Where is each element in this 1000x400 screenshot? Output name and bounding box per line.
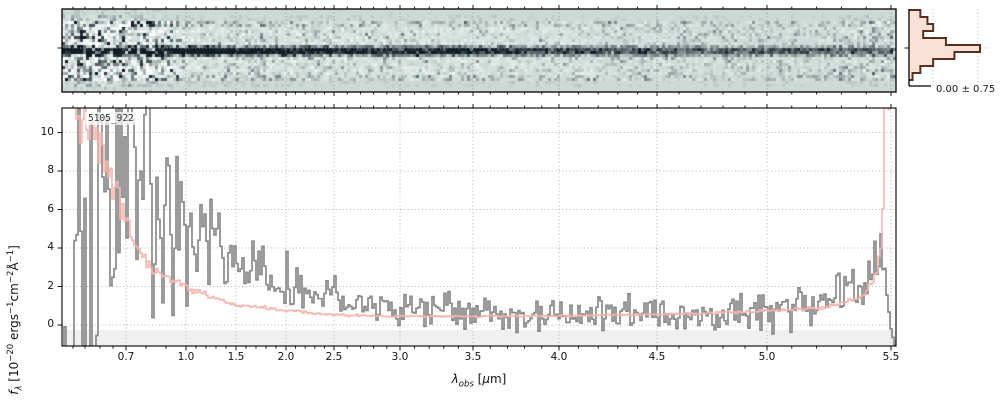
x-tick-label: 2.0 [277,351,295,363]
y-tick-label: 10 [40,125,54,138]
axis-label-part: λ [14,385,25,391]
axis-label-part: −1 [6,249,16,263]
y-tick-label: 0 [47,318,54,330]
axis-label-part: m] [489,372,507,386]
axis-label-part: f [7,390,21,395]
x-tick-label: 0.7 [117,351,135,363]
axis-label-part: cm [7,283,21,302]
x-axis-label: λobs [μm] [452,372,507,389]
source-id-annotation: 5105_922 [85,112,137,125]
x-tick-label: 4.0 [550,351,568,363]
x-tick-label: 2.5 [325,351,343,363]
axis-label-part: −20 [6,343,16,362]
axis-label-part: λ [451,372,459,386]
axis-label-part: Å [7,262,21,271]
axis-label-part: ] [7,245,21,250]
x-tick-label: 1.0 [177,351,195,363]
x-tick-label: 4.5 [648,351,666,363]
axis-label-part: [ [473,372,483,386]
x-tick-label: 5.0 [758,351,776,363]
y-axis-label: fλ [10−20 ergs−1cm−2Å−1] [6,245,24,395]
axis-label-part: [10 [7,361,21,386]
y-tick-label: 4 [47,241,54,253]
axis-label-part: obs [458,379,474,390]
spectrum-2d-image [62,9,896,92]
axis-label-part: −2 [6,270,16,284]
x-tick-label: 3.5 [464,351,482,363]
axis-label-part: −1 [6,301,16,315]
x-tick-label: 1.5 [227,351,245,363]
x-tick-label: 5.5 [882,351,900,363]
y-tick-label: 2 [47,279,54,292]
y-tick-label: 8 [47,164,54,176]
x-tick-label: 3.0 [391,351,409,363]
axis-label-part: ergs [7,314,21,344]
axis-label-part: μ [482,372,490,386]
y-tick-label: 6 [47,202,54,215]
histogram-stat-label: 0.00 ± 0.75 [936,84,996,95]
